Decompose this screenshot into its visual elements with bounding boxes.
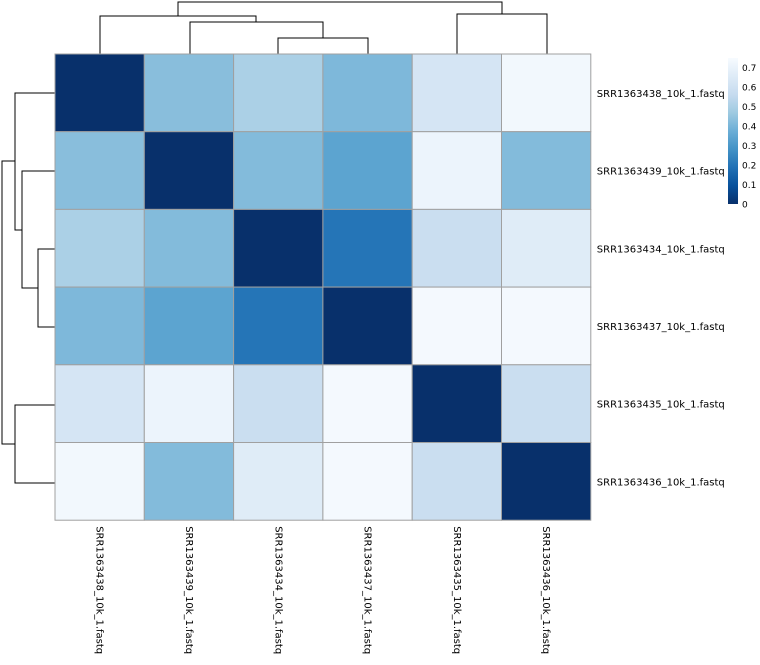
heatmap-cell <box>54 208 145 288</box>
row-label: SRR1363436_10k_1.fastq <box>597 477 725 488</box>
heatmap-cell <box>54 131 145 210</box>
heatmap-cell <box>233 364 324 443</box>
heatmap-cell <box>411 442 503 521</box>
column-label: SRR1363434_10k_1.fastq <box>272 526 283 654</box>
legend-tick-label: 0.3 <box>742 142 756 152</box>
legend-tick-label: 0.7 <box>742 64 756 74</box>
column-labels: SRR1363438_10k_1.fastq SRR1363439_10k_1.f… <box>94 526 552 654</box>
heatmap-cell <box>54 364 145 443</box>
heatmap-cell <box>501 286 592 366</box>
heatmap-cell <box>143 208 235 288</box>
heatmap-cell <box>322 442 413 521</box>
heatmap-cells <box>54 53 592 521</box>
heatmap-cell <box>501 442 592 521</box>
legend-tick-label: 0.5 <box>742 103 756 113</box>
heatmap-cell <box>233 286 324 366</box>
row-label: SRR1363437_10k_1.fastq <box>597 322 725 333</box>
legend-tick-label: 0.4 <box>742 123 757 133</box>
heatmap-cell <box>411 364 503 443</box>
heatmap-cell <box>322 364 413 443</box>
column-label: SRR1363439_10k_1.fastq <box>183 526 194 654</box>
heatmap-cell <box>143 286 235 366</box>
heatmap-cell <box>411 286 503 366</box>
column-label: SRR1363435_10k_1.fastq <box>451 526 462 654</box>
heatmap-cell <box>322 286 413 366</box>
row-label: SRR1363435_10k_1.fastq <box>597 400 725 411</box>
dendrogram-branch <box>37 248 55 328</box>
column-label: SRR1363438_10k_1.fastq <box>94 526 105 654</box>
heatmap-cell <box>143 131 235 210</box>
dendrogram-branch <box>277 37 369 54</box>
legend-tick-label: 0.2 <box>742 162 756 172</box>
heatmap-cell <box>54 442 145 521</box>
color-legend: 0 0.1 0.2 0.3 0.4 0.5 0.6 0.7 <box>728 58 757 211</box>
heatmap-cell <box>411 208 503 288</box>
heatmap-cell <box>501 53 592 133</box>
heatmap-cell <box>501 364 592 443</box>
heatmap-cell <box>501 131 592 210</box>
heatmap-cell <box>411 131 503 210</box>
legend-tick-label: 0 <box>742 201 748 211</box>
legend-tick-label: 0.6 <box>742 84 757 94</box>
heatmap-cell <box>233 442 324 521</box>
heatmap-cell <box>411 53 503 133</box>
heatmap-cell <box>143 53 235 133</box>
dendrogram-branch <box>177 1 503 16</box>
dendrogram-branch <box>14 92 55 231</box>
dendrogram-branch <box>1 160 15 445</box>
heatmap-cell <box>54 53 145 133</box>
heatmap-cell <box>322 53 413 133</box>
dendrogram-branch <box>14 404 55 484</box>
column-dendrogram <box>99 1 548 54</box>
row-dendrogram <box>1 92 55 484</box>
heatmap-cell <box>143 364 235 443</box>
heatmap-cell <box>322 131 413 210</box>
row-label: SRR1363434_10k_1.fastq <box>597 244 725 255</box>
legend-tick-label: 0.1 <box>742 181 756 191</box>
heatmap-cell <box>233 208 324 288</box>
heatmap-cell <box>143 442 235 521</box>
heatmap-cell <box>233 131 324 210</box>
row-label: SRR1363439_10k_1.fastq <box>597 167 725 178</box>
column-label: SRR1363437_10k_1.fastq <box>362 526 373 654</box>
heatmap-cell <box>233 53 324 133</box>
heatmap-cell <box>322 208 413 288</box>
legend-color-bar <box>728 58 738 204</box>
dendrogram-branch <box>456 13 548 54</box>
heatmap-cell <box>501 208 592 288</box>
column-label: SRR1363436_10k_1.fastq <box>540 526 551 654</box>
heatmap-cell <box>54 286 145 366</box>
row-labels: SRR1363438_10k_1.fastq SRR1363439_10k_1.f… <box>597 89 725 489</box>
row-label: SRR1363438_10k_1.fastq <box>597 89 725 100</box>
